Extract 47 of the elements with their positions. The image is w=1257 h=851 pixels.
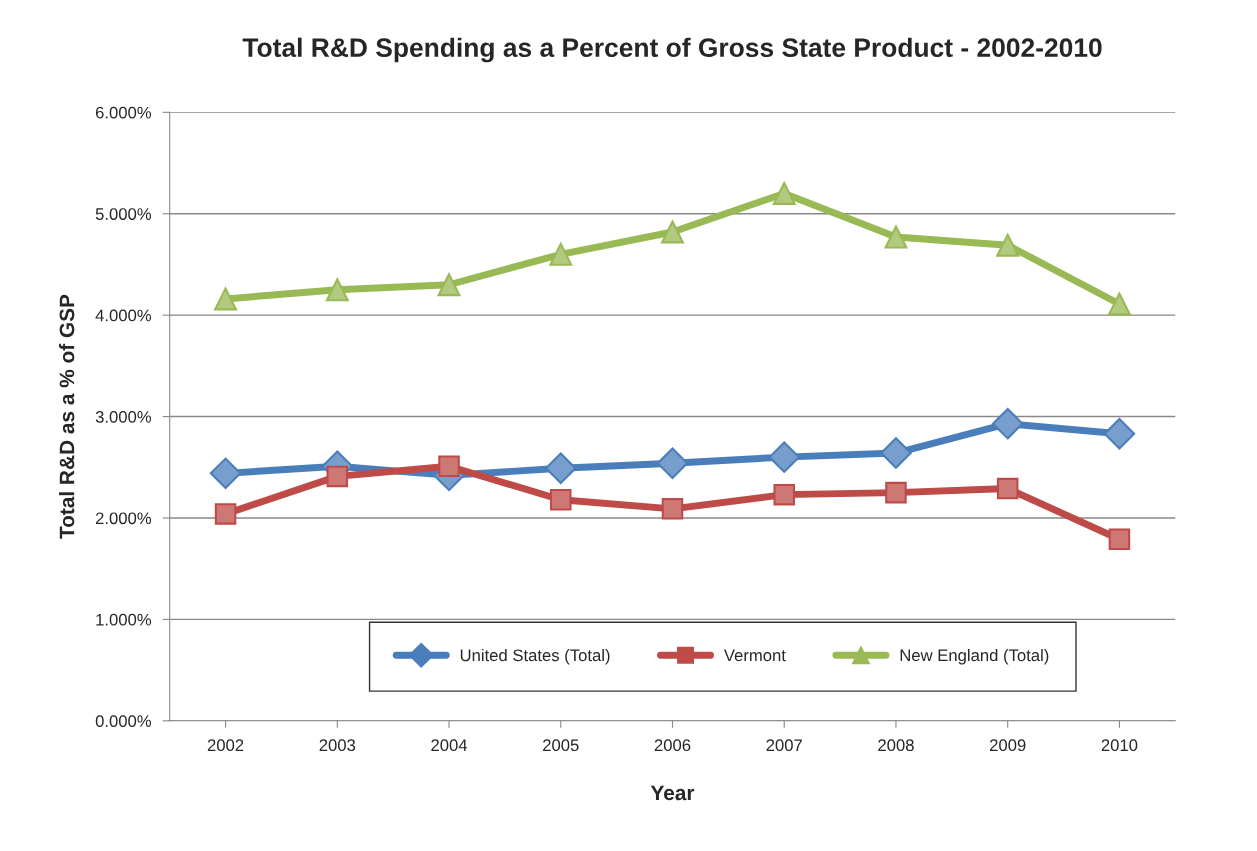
point	[438, 455, 460, 478]
legend-label: Vermont	[723, 649, 786, 662]
y-axis-title: Total R&D as a % of GSP	[59, 294, 75, 539]
x-tick-label: 2003	[319, 739, 356, 752]
point	[991, 407, 1024, 440]
point	[772, 182, 796, 205]
point	[214, 503, 237, 525]
point	[884, 225, 908, 249]
point	[880, 437, 912, 469]
x-tick-label: 2005	[543, 739, 579, 752]
x-tick-label: 2006	[654, 739, 691, 752]
x-tick-label: 2004	[431, 739, 468, 752]
x-tick-label: 2010	[1101, 739, 1138, 752]
chart-title: Total R&D Spending as a Percent of Gross State Product - 2002-2010	[242, 37, 1102, 63]
x-tick-label: 2008	[878, 739, 914, 752]
point	[326, 465, 349, 488]
x-tick-label: 2007	[766, 739, 802, 752]
y-tick-label: 2.000%	[95, 512, 152, 525]
y-tick-label: 1.000%	[96, 613, 152, 626]
point	[1103, 418, 1136, 450]
point	[773, 483, 795, 506]
point	[996, 477, 1019, 500]
point	[768, 441, 800, 473]
legend-label: New England (Total)	[900, 648, 1049, 665]
point	[656, 447, 689, 479]
point	[214, 287, 238, 311]
point	[885, 481, 907, 504]
y-tick-label: 3.000%	[95, 410, 152, 423]
point	[544, 452, 577, 485]
x-tick-label: 2009	[990, 739, 1026, 752]
x-axis-title: Year	[650, 785, 695, 801]
point	[209, 457, 242, 490]
point	[437, 273, 461, 297]
point	[661, 498, 684, 520]
y-tick-label: 6.000%	[95, 106, 152, 119]
point	[661, 220, 684, 244]
x-tick-label: 2002	[207, 739, 244, 752]
y-tick-label: 5.000%	[95, 208, 152, 220]
y-tick-label: 4.000%	[95, 309, 152, 322]
legend-label: United States (Total)	[460, 648, 610, 665]
point	[325, 278, 349, 302]
point	[996, 233, 1020, 257]
y-tick-label: 0.000%	[95, 715, 152, 727]
point	[1108, 528, 1131, 551]
point	[549, 242, 573, 266]
point	[550, 488, 572, 511]
point	[1107, 292, 1131, 316]
